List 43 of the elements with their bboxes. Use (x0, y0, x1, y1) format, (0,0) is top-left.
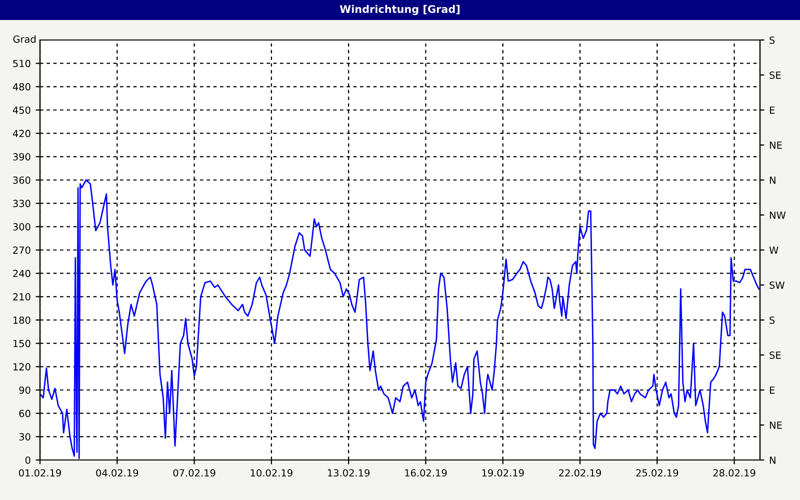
y-tick-label: 150 (13, 340, 30, 348)
y-tick-label: 450 (12, 106, 30, 114)
y-tick-label: 390 (13, 153, 30, 160)
category-label: S (770, 36, 775, 44)
y-tick-label: 60 (19, 410, 30, 418)
x-tick-label: 04.02.19 (96, 469, 138, 477)
y-tick-label: 180 (13, 316, 30, 324)
category-label: SW (770, 281, 784, 289)
y-tick-label: 90 (19, 386, 30, 394)
x-tick-label: 01.02.19 (18, 469, 61, 477)
y-tick-label: 30 (19, 433, 30, 440)
chart-title: Windrichtung [Grad] (340, 4, 460, 16)
x-tick-label: 16.02.19 (405, 469, 447, 477)
x-tick-label: 19.02.19 (482, 469, 524, 477)
x-tick-label: 22.02.19 (559, 469, 601, 477)
x-tick-label: 25.02.19 (636, 469, 678, 477)
y-tick-label: 0 (25, 456, 30, 464)
y-tick-label: 210 (13, 293, 30, 300)
x-tick-label: 13.02.19 (328, 469, 370, 477)
category-label: S (770, 316, 775, 324)
y-tick-label: 300 (13, 223, 30, 230)
x-tick-label: 10.02.19 (250, 469, 292, 477)
y-tick-label: 270 (13, 246, 30, 254)
x-tick-label: 07.02.19 (173, 469, 216, 477)
y-tick-label: 240 (13, 270, 30, 278)
category-label: N (770, 456, 776, 464)
category-label: E (770, 386, 775, 394)
category-label: SE (770, 351, 781, 359)
y-tick-label: 480 (12, 83, 30, 90)
category-label: NW (770, 212, 786, 219)
x-tick-label: 28.02.19 (713, 469, 756, 477)
y-tick-label: 510 (13, 60, 30, 68)
y-tick-label: 120 (13, 363, 30, 370)
y-tick-label: 330 (13, 200, 30, 208)
y-axis-title: Grad (13, 35, 36, 43)
y-tick-label: 420 (12, 130, 30, 138)
category-label: N (770, 176, 776, 184)
category-label: NE (770, 142, 782, 149)
category-label: W (769, 246, 778, 254)
category-label: E (770, 106, 775, 114)
category-label: SE (770, 71, 781, 79)
y-tick-label: 360 (13, 176, 30, 184)
category-label: NE (770, 422, 782, 429)
